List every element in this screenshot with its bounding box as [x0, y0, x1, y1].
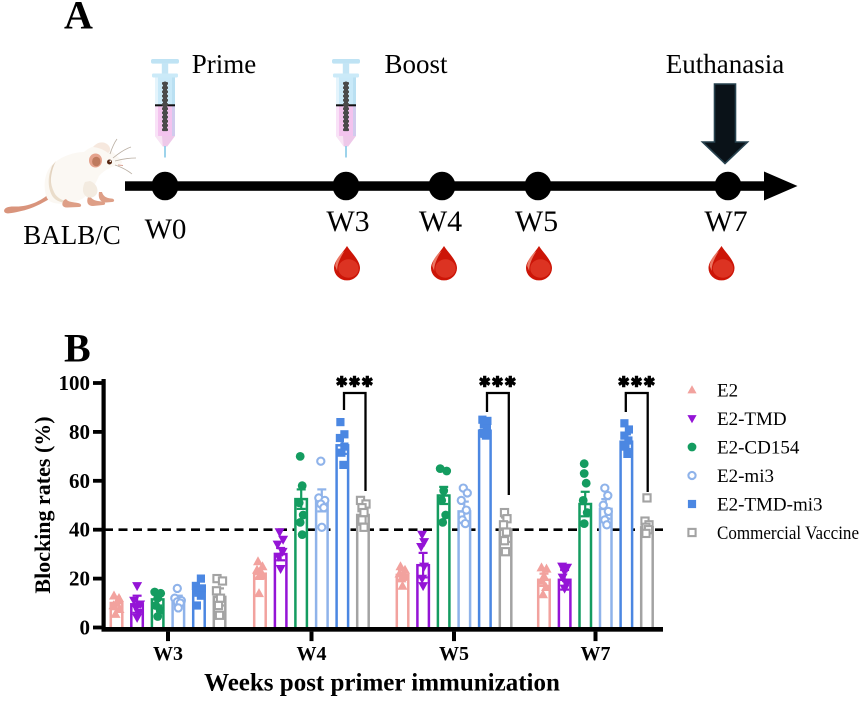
svg-text:80: 80	[69, 420, 90, 444]
svg-text:W4: W4	[419, 205, 462, 238]
svg-text:W3: W3	[326, 205, 369, 238]
svg-text:40: 40	[69, 518, 90, 542]
svg-text:A: A	[64, 0, 93, 38]
svg-text:E2-TMD: E2-TMD	[717, 409, 787, 430]
svg-text:Commercial Vaccine: Commercial Vaccine	[717, 523, 859, 544]
svg-text:W4: W4	[297, 643, 327, 665]
svg-text:100: 100	[59, 371, 91, 395]
svg-text:Weeks post primer immunization: Weeks post primer immunization	[204, 670, 560, 697]
svg-text:Euthanasia: Euthanasia	[666, 49, 784, 79]
svg-text:W7: W7	[704, 205, 747, 238]
svg-text:E2-mi3: E2-mi3	[717, 466, 774, 487]
svg-text:E2-CD154: E2-CD154	[717, 438, 800, 459]
svg-text:W0: W0	[145, 214, 187, 246]
svg-text:60: 60	[69, 469, 90, 493]
svg-text:Prime: Prime	[192, 49, 257, 79]
svg-text:W5: W5	[439, 643, 469, 665]
svg-text:W5: W5	[515, 205, 558, 238]
svg-text:E2: E2	[717, 381, 738, 402]
svg-text:B: B	[64, 326, 91, 371]
svg-text:W3: W3	[153, 643, 183, 665]
svg-text:E2-TMD-mi3: E2-TMD-mi3	[717, 495, 823, 516]
svg-text:20: 20	[69, 567, 90, 591]
svg-text:Blocking rates (%): Blocking rates (%)	[30, 416, 55, 593]
svg-text:Boost: Boost	[384, 49, 448, 79]
svg-text:0: 0	[80, 616, 91, 640]
svg-text:W7: W7	[581, 643, 611, 665]
svg-text:BALB/C: BALB/C	[23, 220, 121, 250]
